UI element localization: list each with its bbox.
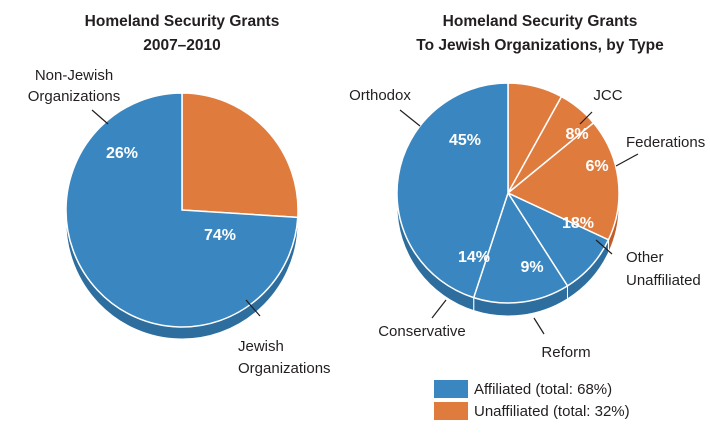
- pie-slice-non-jewish-organizations: [182, 93, 298, 217]
- legend-swatch-affiliated: [434, 380, 468, 398]
- leader-line-conservative: [432, 300, 446, 318]
- callout-label-conservative: Conservative: [378, 323, 466, 340]
- chart-title-line-1: Homeland Security Grants: [85, 13, 280, 30]
- chart-title-line-2: To Jewish Organizations, by Type: [416, 37, 664, 54]
- callout-label-federations: Federations: [626, 134, 705, 151]
- pie-value-label-non-jewish-organizations: 26%: [106, 145, 138, 162]
- pie-value-label-conservative: 14%: [458, 249, 490, 266]
- legend: Affiliated (total: 68%) Unaffiliated (tot…: [434, 380, 630, 420]
- chart-title-line-2: 2007–2010: [143, 37, 221, 54]
- pie-value-label-reform: 9%: [520, 259, 543, 276]
- leader-line-reform: [534, 318, 544, 334]
- legend-label-unaffiliated: Unaffiliated (total: 32%): [474, 403, 630, 420]
- legend-label-affiliated: Affiliated (total: 68%): [474, 381, 612, 398]
- pie-value-label-federations: 6%: [585, 158, 608, 175]
- pie-value-label-jcc: 8%: [565, 126, 588, 143]
- callout-label-orthodox: Orthodox: [349, 87, 411, 104]
- leader-line-non-jewish-organizations: [92, 110, 108, 124]
- legend-swatch-unaffiliated: [434, 402, 468, 420]
- pie-value-label-jewish-organizations: 74%: [204, 227, 236, 244]
- pie-value-label-other-unaffiliated: 18%: [562, 215, 594, 232]
- leader-line-federations: [616, 154, 638, 166]
- callout-label-reform: Reform: [541, 344, 590, 361]
- leader-line-orthodox: [400, 110, 420, 126]
- pie-value-label-orthodox: 45%: [449, 132, 481, 149]
- chart-title-line-1: Homeland Security Grants: [443, 13, 638, 30]
- callout-label-jcc: JCC: [593, 87, 622, 104]
